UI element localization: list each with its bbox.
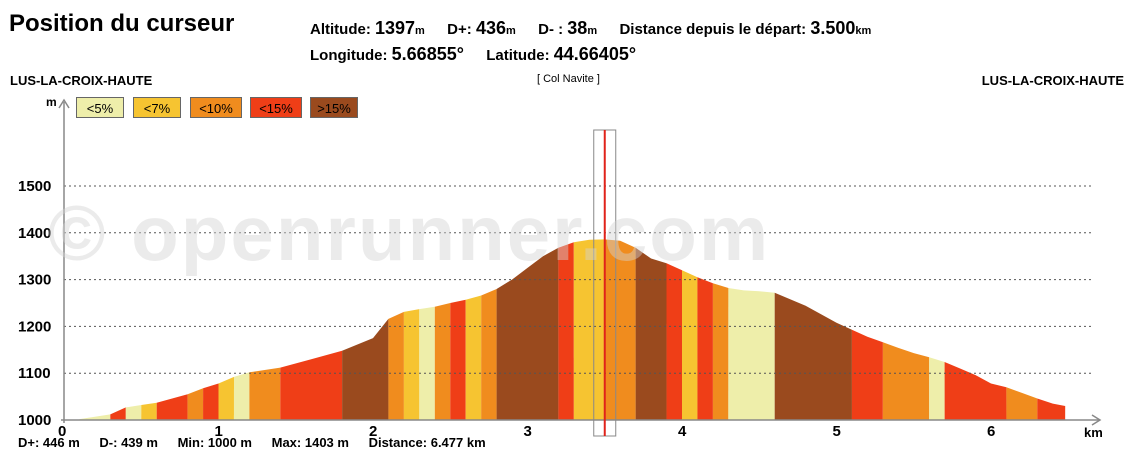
legend-label-lt15: <15% [259, 101, 293, 116]
altitude-label: Altitude: [310, 21, 371, 38]
y-tick-label-1400: 1400 [18, 225, 51, 242]
legend-item-gt15: >15% [310, 97, 358, 118]
profile-segment [573, 239, 605, 420]
x-axis-unit-label: km [1084, 425, 1103, 440]
stat-min: Min: 1000 m [177, 435, 252, 450]
longitude-label: Longitude: [310, 47, 388, 64]
distance-label: Distance depuis le départ: [619, 21, 807, 38]
profile-segment [419, 306, 435, 420]
x-axis-arrow [1091, 414, 1102, 426]
x-tick-label-4: 4 [678, 423, 687, 440]
stat-dminus: D-: 439 m [99, 435, 158, 450]
profile-segment [203, 383, 219, 420]
profile-segment [1006, 387, 1038, 420]
dplus-label: D+: [447, 21, 472, 38]
profile-segment [481, 289, 497, 420]
altitude-value: 1397 [375, 18, 416, 38]
legend-item-lt7: <7% [133, 97, 181, 118]
profile-segment [156, 394, 188, 420]
profile-segment [882, 342, 930, 420]
x-tick-label-1: 1 [215, 423, 223, 440]
profile-segment [233, 372, 250, 420]
x-tick-label-5: 5 [833, 423, 841, 440]
x-tick-label-2: 2 [369, 423, 377, 440]
latitude-label: Latitude: [486, 47, 550, 64]
distance-unit: km [855, 25, 872, 37]
dminus-unit: m [587, 25, 598, 37]
page-title: Position du curseur [9, 10, 235, 37]
profile-segment [774, 292, 852, 420]
legend-label-lt10: <10% [199, 101, 233, 116]
legend-item-lt5: <5% [76, 97, 124, 118]
y-axis-arrow [58, 98, 70, 109]
profile-segment [635, 247, 667, 420]
profile-segment [403, 309, 420, 420]
dplus-value: 436 [475, 18, 506, 38]
y-tick-label-1100: 1100 [18, 365, 51, 382]
profile-segment [249, 367, 281, 420]
y-tick-label-1200: 1200 [18, 318, 51, 335]
profile-segment [558, 242, 574, 420]
end-place-label: LUS-LA-CROIX-HAUTE [981, 73, 1124, 88]
profile-segment [496, 247, 559, 420]
profile-segment [218, 376, 234, 420]
profile-segment [929, 357, 945, 420]
latitude-value: 44.66405° [553, 44, 637, 64]
profile-segment [682, 270, 698, 420]
profile-segment [434, 303, 451, 420]
profile-segment [280, 350, 343, 420]
profile-segment [388, 311, 404, 420]
x-tick-label-3: 3 [524, 423, 532, 440]
y-tick-label-1000: 1000 [18, 412, 51, 429]
distance-value: 3.500 [810, 18, 856, 38]
legend-label-lt5: <5% [86, 101, 114, 116]
bottom-stats: D+: 446 m D-: 439 m Min: 1000 m Max: 140… [18, 435, 502, 450]
cursor-info-row1: Altitude: 1397m D+: 436m D- : 38m Distan… [310, 18, 871, 39]
profile-segment [450, 299, 466, 420]
cursor-info-row2: Longitude: 5.66855° Latitude: 44.66405° [310, 44, 636, 65]
profile-segment [697, 277, 713, 420]
y-axis-unit-label: m [46, 95, 57, 109]
profile-segment [125, 405, 142, 420]
col-label: [ Col Navite ] [537, 73, 600, 85]
stat-max: Max: 1403 m [271, 435, 349, 450]
legend-item-lt10: <10% [190, 97, 242, 118]
profile-segment [666, 263, 682, 420]
profile-segment [342, 318, 389, 420]
dplus-unit: m [505, 25, 516, 37]
dminus-value: 38 [567, 18, 588, 38]
legend-item-lt15: <15% [250, 97, 302, 118]
profile-segment [712, 283, 729, 420]
x-tick-label-6: 6 [987, 423, 995, 440]
longitude-value: 5.66855° [391, 44, 464, 64]
stat-distance: Distance: 6.477 km [368, 435, 486, 450]
y-tick-label-1300: 1300 [18, 272, 51, 289]
profile-segment [79, 414, 111, 420]
legend-label-gt15: >15% [317, 101, 351, 116]
profile-segment [187, 388, 204, 420]
profile-segment [944, 362, 1007, 420]
stat-dplus: D+: 446 m [18, 435, 80, 450]
altitude-unit: m [415, 25, 425, 37]
profile-segment [851, 329, 883, 420]
profile-segment [1037, 398, 1066, 420]
y-tick-label-1500: 1500 [18, 178, 51, 195]
start-place-label: LUS-LA-CROIX-HAUTE [10, 73, 153, 88]
legend-label-lt7: <7% [143, 101, 171, 116]
x-tick-label-0: 0 [58, 423, 66, 440]
profile-segment [728, 288, 775, 420]
profile-segment [465, 295, 482, 420]
profile-segment [110, 407, 126, 420]
profile-segment [141, 402, 157, 420]
profile-segment [604, 239, 636, 420]
dminus-label: D- : [538, 21, 564, 38]
